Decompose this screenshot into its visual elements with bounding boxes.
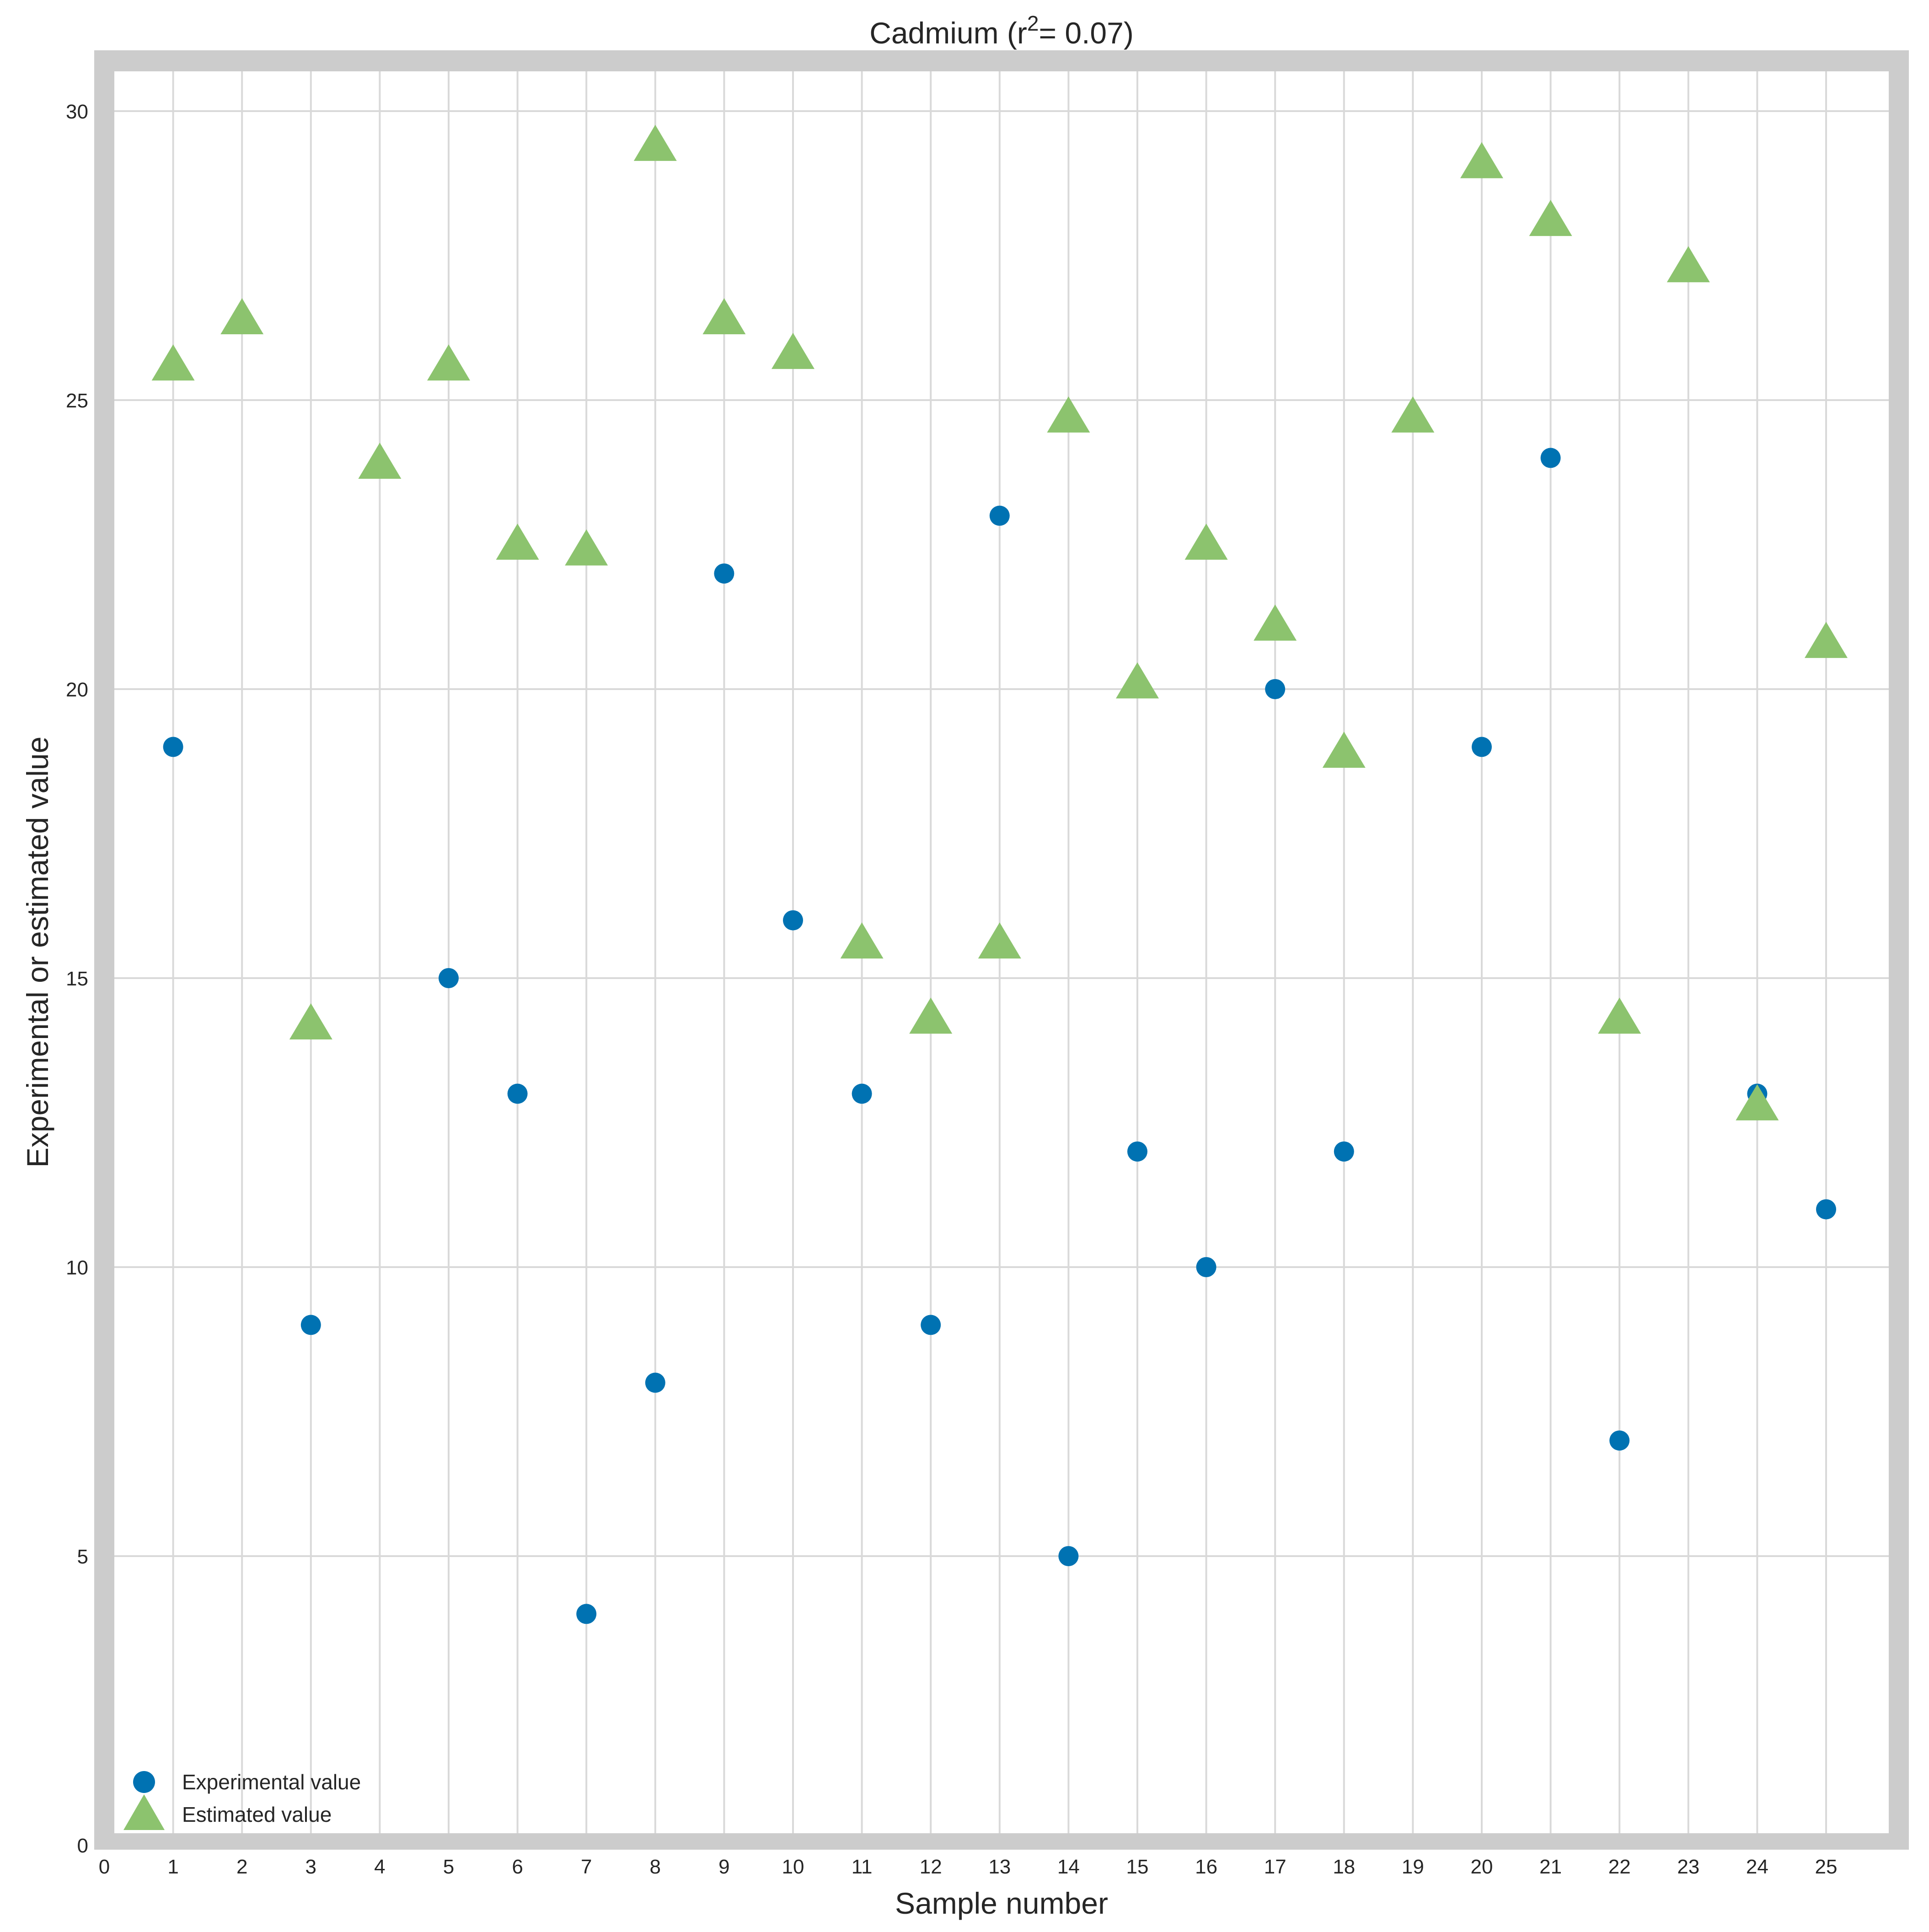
estimated-point bbox=[1736, 1084, 1779, 1121]
experimental-point bbox=[645, 1372, 665, 1393]
legend-marker-estimated bbox=[123, 1794, 165, 1830]
y-tick-label: 20 bbox=[66, 679, 88, 701]
estimated-point bbox=[909, 997, 953, 1034]
x-tick-label: 23 bbox=[1677, 1856, 1699, 1878]
y-tick-label: 30 bbox=[66, 101, 88, 123]
x-tick-label: 17 bbox=[1264, 1856, 1286, 1878]
experimental-point bbox=[1540, 448, 1561, 468]
estimated-point bbox=[1666, 246, 1710, 283]
experimental-point bbox=[921, 1315, 941, 1335]
experimental-point bbox=[507, 1083, 528, 1104]
experimental-point bbox=[439, 968, 459, 988]
estimated-point bbox=[1254, 604, 1297, 641]
experimental-point bbox=[300, 1315, 321, 1335]
estimated-point bbox=[358, 443, 402, 479]
x-tick-label: 25 bbox=[1815, 1856, 1838, 1878]
x-tick-label: 10 bbox=[782, 1856, 804, 1878]
estimated-point bbox=[1322, 732, 1366, 768]
grid bbox=[114, 71, 1889, 1833]
estimated-point bbox=[702, 298, 746, 335]
estimated-point bbox=[1184, 524, 1228, 560]
experimental-point bbox=[1816, 1199, 1836, 1220]
x-tick-label: 1 bbox=[167, 1856, 178, 1878]
x-tick-label: 15 bbox=[1126, 1856, 1149, 1878]
data-marks bbox=[151, 124, 1848, 1624]
legend-label-estimated: Estimated value bbox=[182, 1803, 332, 1826]
y-tick-label: 15 bbox=[66, 968, 88, 990]
estimated-point bbox=[565, 529, 608, 566]
x-axis-label: Sample number bbox=[895, 1886, 1108, 1920]
estimated-point bbox=[1805, 621, 1848, 658]
estimated-point bbox=[151, 344, 195, 381]
x-tick-label: 16 bbox=[1195, 1856, 1217, 1878]
x-tick-label: 11 bbox=[852, 1856, 873, 1878]
y-tick-label: 25 bbox=[66, 390, 88, 412]
tick-labels: 0 1 2 3 4 5 6 7 8 9 10 11 12 13 14 15 16 17 18 19 20 21 22 23 24… bbox=[66, 101, 1837, 1878]
x-tick-label: 0 bbox=[99, 1856, 110, 1878]
x-tick-label: 6 bbox=[512, 1856, 523, 1878]
estimated-point bbox=[840, 922, 884, 959]
x-tick-label: 3 bbox=[305, 1856, 316, 1878]
experimental-point bbox=[1196, 1257, 1216, 1277]
estimated-point bbox=[1598, 997, 1641, 1034]
x-tick-label: 13 bbox=[988, 1856, 1011, 1878]
experimental-point bbox=[852, 1083, 872, 1104]
x-tick-label: 8 bbox=[650, 1856, 661, 1878]
experimental-point bbox=[714, 563, 734, 584]
x-tick-label: 9 bbox=[718, 1856, 729, 1878]
estimated-point bbox=[978, 922, 1021, 959]
x-tick-label: 5 bbox=[443, 1856, 454, 1878]
chart-title: Cadmium (r2= 0.07) bbox=[869, 11, 1134, 50]
y-tick-label: 10 bbox=[66, 1257, 88, 1279]
estimated-point bbox=[496, 524, 539, 560]
experimental-point bbox=[1265, 679, 1286, 699]
legend: Experimental value Estimated value bbox=[123, 1770, 361, 1830]
estimated-point bbox=[1391, 396, 1435, 433]
y-axis-label: Experimental or estimated value bbox=[21, 737, 54, 1168]
legend-label-experimental: Experimental value bbox=[182, 1770, 361, 1794]
estimated-point bbox=[1116, 662, 1159, 699]
experimental-point bbox=[1609, 1430, 1630, 1451]
x-tick-label: 14 bbox=[1057, 1856, 1080, 1878]
chart-title-rest: = 0.07) bbox=[1039, 16, 1133, 50]
estimated-point bbox=[1047, 396, 1090, 433]
legend-marker-experimental bbox=[133, 1771, 155, 1793]
estimated-point bbox=[1460, 142, 1503, 178]
estimated-point bbox=[633, 124, 677, 161]
estimated-point bbox=[427, 344, 470, 381]
estimated-point bbox=[772, 332, 814, 369]
x-tick-label: 12 bbox=[920, 1856, 942, 1878]
x-tick-label: 18 bbox=[1333, 1856, 1355, 1878]
x-tick-label: 22 bbox=[1608, 1856, 1631, 1878]
experimental-point bbox=[1472, 737, 1492, 757]
x-tick-label: 21 bbox=[1539, 1856, 1562, 1878]
experimental-point bbox=[1127, 1141, 1147, 1162]
x-tick-label: 7 bbox=[581, 1856, 592, 1878]
y-tick-label: 5 bbox=[77, 1546, 88, 1568]
x-tick-label: 4 bbox=[374, 1856, 385, 1878]
experimental-point bbox=[163, 737, 183, 757]
y-tick-label: 0 bbox=[77, 1835, 88, 1857]
x-tick-label: 19 bbox=[1402, 1856, 1424, 1878]
x-tick-label: 20 bbox=[1471, 1856, 1493, 1878]
x-tick-label: 24 bbox=[1746, 1856, 1768, 1878]
x-tick-label: 2 bbox=[236, 1856, 247, 1878]
estimated-point bbox=[289, 1003, 332, 1040]
estimated-point bbox=[1529, 200, 1572, 236]
estimated-point bbox=[220, 298, 264, 335]
experimental-point bbox=[989, 505, 1010, 526]
chart-title-sup: 2 bbox=[1027, 11, 1039, 35]
experimental-point bbox=[1058, 1546, 1079, 1566]
chart-title-main: Cadmium (r bbox=[869, 16, 1027, 50]
experimental-point bbox=[576, 1604, 597, 1624]
experimental-point bbox=[1334, 1141, 1354, 1162]
experimental-point bbox=[783, 910, 803, 931]
